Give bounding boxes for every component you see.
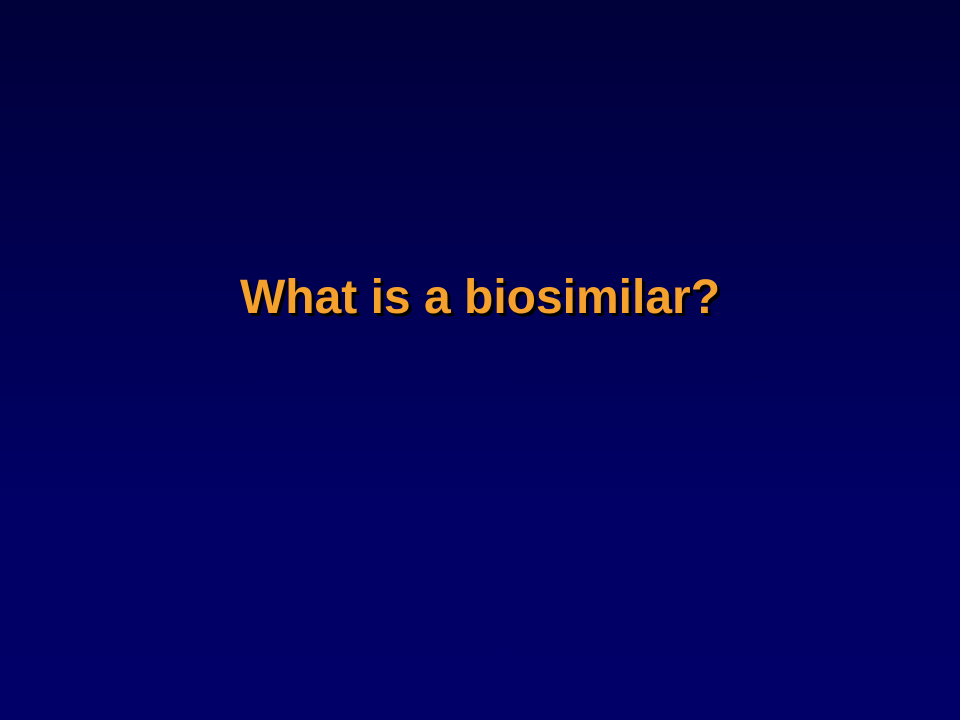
slide-title: What is a biosimilar?: [239, 271, 721, 324]
